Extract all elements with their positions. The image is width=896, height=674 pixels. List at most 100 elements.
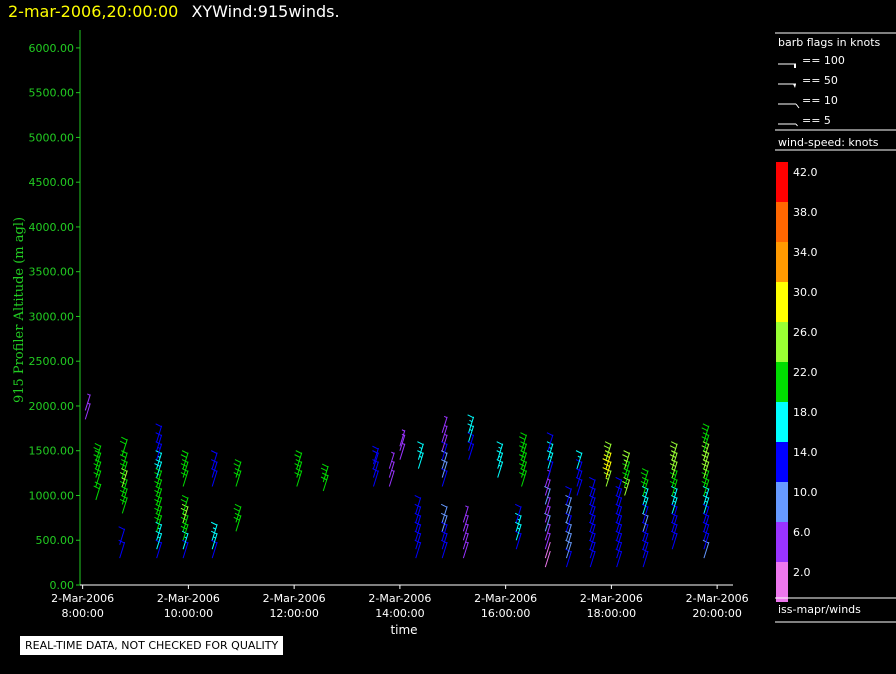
x-ticks: 2-Mar-2006 8:00:00 2-Mar-2006 10:00:00 2-Mar… xyxy=(51,585,749,620)
barb-legend-entry: == 100 xyxy=(778,54,845,68)
quality-notice: REAL-TIME DATA, NOT CHECKED FOR QUALITY xyxy=(20,636,284,655)
y-tick-label: 5500.00 xyxy=(29,87,75,100)
x-tick-date: 2-Mar-2006 xyxy=(580,592,643,605)
wind-barb xyxy=(93,443,102,462)
wind-barb xyxy=(233,503,242,523)
wind-barb xyxy=(399,429,406,447)
speed-swatch xyxy=(776,362,788,402)
wind-barbs xyxy=(84,393,710,568)
wind-barb xyxy=(93,481,102,501)
x-tick-date: 2-Mar-2006 xyxy=(157,592,220,605)
speed-swatch xyxy=(776,482,788,522)
wind-barb xyxy=(440,503,448,523)
wind-barb xyxy=(118,526,126,545)
legend-source: iss-mapr/winds xyxy=(778,603,861,616)
y-tick-label: 1500.00 xyxy=(29,445,75,458)
wind-barb xyxy=(701,423,710,442)
wind-barb xyxy=(615,477,623,496)
x-tick-time: 20:00:00 xyxy=(692,607,741,620)
speed-swatch xyxy=(776,442,788,482)
wind-barb xyxy=(462,505,469,523)
x-tick-date: 2-Mar-2006 xyxy=(368,592,431,605)
y-tick-label: 0.00 xyxy=(50,579,75,592)
wind-barb xyxy=(388,451,395,469)
speed-swatch xyxy=(776,562,788,602)
y-ticks: 0.00 500.00 1000.00 1500.00 2000.00 2500.00 30… xyxy=(29,42,80,592)
x-tick-date: 2-Mar-2006 xyxy=(263,592,326,605)
speed-swatch xyxy=(776,282,788,322)
wind-barb xyxy=(603,441,612,460)
wind-barb xyxy=(519,432,527,451)
speed-swatch xyxy=(776,522,788,562)
speed-label: 26.0 xyxy=(793,326,818,339)
wind-barb xyxy=(180,450,189,469)
y-tick-label: 3000.00 xyxy=(29,310,75,323)
barb-legend-entry: == 50 xyxy=(778,74,838,88)
speed-label: 38.0 xyxy=(793,206,818,219)
barb-legend-label: == 100 xyxy=(802,54,845,67)
y-tick-label: 2500.00 xyxy=(29,355,75,368)
wind-barb xyxy=(640,468,649,487)
y-tick-label: 6000.00 xyxy=(29,42,75,55)
x-tick-time: 14:00:00 xyxy=(375,607,424,620)
barb-legend: == 100 == 50 == 10 == 5 xyxy=(778,54,845,127)
x-tick-time: 8:00:00 xyxy=(61,607,103,620)
y-tick-label: 1000.00 xyxy=(29,489,75,502)
barb-legend-label: == 5 xyxy=(802,114,831,127)
speed-label: 18.0 xyxy=(793,406,818,419)
speed-label: 10.0 xyxy=(793,486,818,499)
y-tick-label: 3500.00 xyxy=(29,266,75,279)
wind-barb xyxy=(417,441,424,460)
wind-barb xyxy=(575,450,583,469)
speed-swatch xyxy=(776,322,788,362)
wind-barb xyxy=(441,415,448,433)
x-tick-time: 12:00:00 xyxy=(269,607,318,620)
x-tick-time: 18:00:00 xyxy=(587,607,636,620)
x-tick-date: 2-Mar-2006 xyxy=(51,592,114,605)
wind-barb xyxy=(180,494,189,514)
wind-barb xyxy=(544,541,551,559)
x-tick-time: 16:00:00 xyxy=(481,607,530,620)
y-tick-label: 4500.00 xyxy=(29,176,75,189)
barb-legend-entry: == 10 xyxy=(778,94,838,109)
speed-label: 34.0 xyxy=(793,246,818,259)
speed-swatch xyxy=(776,202,788,242)
speed-swatch xyxy=(776,162,788,202)
wind-barb xyxy=(496,441,504,460)
barb-legend-title: barb flags in knots xyxy=(778,36,881,49)
wind-barb xyxy=(514,503,522,523)
wind-barb xyxy=(210,521,218,541)
wind-barb xyxy=(589,477,596,496)
speed-swatch xyxy=(776,402,788,442)
speed-legend-title: wind-speed: knots xyxy=(778,136,879,149)
wind-barb xyxy=(565,485,572,505)
wind-barb xyxy=(84,393,91,411)
header-datetime: 2-mar-2006,20:00:00 xyxy=(8,2,179,21)
wind-barb xyxy=(320,463,329,483)
wind-barb xyxy=(294,450,303,469)
wind-barb xyxy=(622,450,631,469)
speed-label: 22.0 xyxy=(793,366,818,379)
wind-barb xyxy=(119,436,128,456)
y-axis-label: 915 Profiler Altitude (m agl) xyxy=(12,217,27,403)
wind-barb xyxy=(372,445,379,465)
wind-barb xyxy=(372,450,379,469)
wind-barb xyxy=(155,423,163,442)
x-tick-time: 10:00:00 xyxy=(164,607,213,620)
chart-header: 2-mar-2006,20:00:00 XYWind:915winds. xyxy=(8,2,340,21)
speed-label: 6.0 xyxy=(793,526,811,539)
speed-label: 42.0 xyxy=(793,166,818,179)
x-tick-date: 2-Mar-2006 xyxy=(686,592,749,605)
wind-barb xyxy=(546,432,554,451)
x-axis-label: time xyxy=(390,623,417,637)
barb-legend-label: == 50 xyxy=(802,74,838,87)
speed-label: 30.0 xyxy=(793,286,818,299)
barb-legend-label: == 10 xyxy=(802,94,838,107)
wind-barb xyxy=(93,450,102,469)
wind-barb xyxy=(544,550,551,568)
wind-barb xyxy=(669,441,678,460)
y-tick-label: 2000.00 xyxy=(29,400,75,413)
wind-barb xyxy=(233,459,242,478)
y-tick-label: 500.00 xyxy=(36,534,75,547)
